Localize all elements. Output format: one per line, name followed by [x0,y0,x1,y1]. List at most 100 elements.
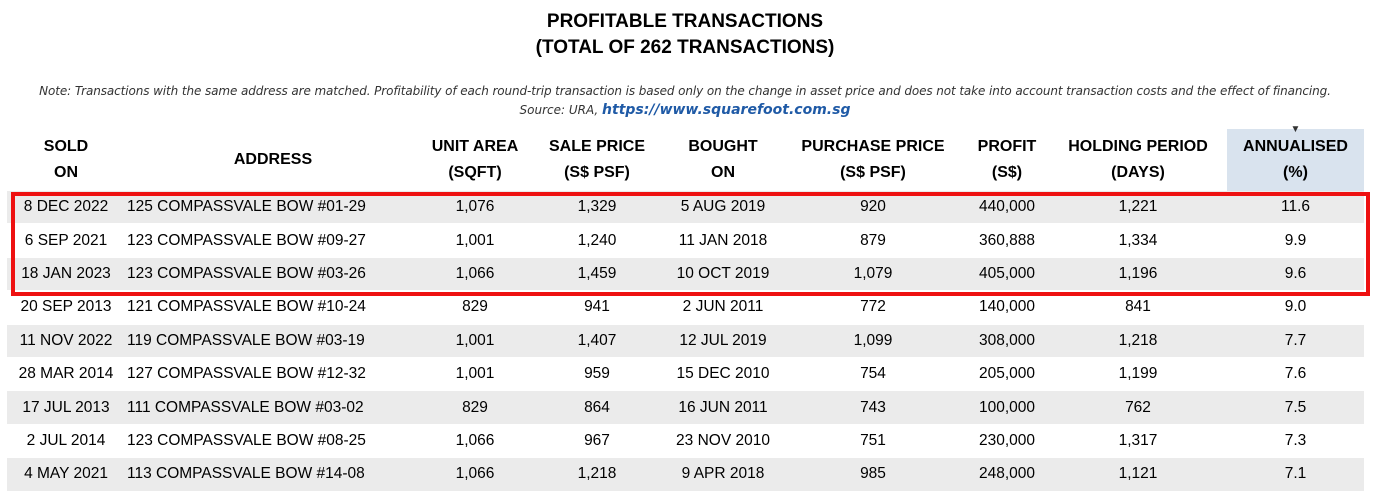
table-row[interactable]: 6 SEP 2021 123 COMPASSVALE BOW #09-27 1,00… [7,223,1364,258]
cell-unit-area: 1,001 [421,324,529,358]
col-header-annualised[interactable]: ▼ ANNUALISED (%) [1227,125,1364,191]
cell-unit-area: 829 [421,290,529,325]
cell-sold-on: 11 NOV 2022 [7,324,125,358]
source-link[interactable]: https://www.squarefoot.com.sg [602,102,851,118]
cell-purchase-price: 772 [781,290,965,325]
cell-sale-price: 1,407 [529,324,665,358]
cell-sale-price: 1,329 [529,191,665,225]
col-header-sale-price[interactable]: SALE PRICE (S$ PSF) [548,138,645,181]
sort-descending-icon: ▼ [1290,124,1301,135]
cell-purchase-price: 754 [781,357,965,392]
cell-sold-on: 6 SEP 2021 [7,223,125,258]
col-header-bought-on[interactable]: BOUGHT ON [688,138,758,181]
cell-annualised: 7.1 [1227,457,1364,492]
cell-holding-period: 1,317 [1049,424,1227,459]
col-header-holding-period[interactable]: HOLDING PERIOD (DAYS) [1068,138,1208,181]
cell-purchase-price: 920 [781,191,965,225]
cell-purchase-price: 743 [781,390,965,425]
table-row[interactable]: 28 MAR 2014 127 COMPASSVALE BOW #12-32 1,0… [7,357,1364,392]
cell-annualised: 9.9 [1227,223,1364,258]
cell-sale-price: 959 [529,357,665,392]
table-row[interactable]: 20 SEP 2013 121 COMPASSVALE BOW #10-24 829… [7,290,1364,325]
cell-sale-price: 1,459 [529,257,665,292]
cell-purchase-price: 1,079 [781,257,965,292]
cell-sale-price: 1,218 [529,457,665,492]
cell-sold-on: 2 JUL 2014 [7,424,125,459]
cell-profit: 440,000 [965,191,1049,225]
cell-unit-area: 1,076 [421,191,529,225]
cell-unit-area: 1,001 [421,357,529,392]
cell-address: 123 COMPASSVALE BOW #09-27 [125,223,421,258]
col-header-purchase-price[interactable]: PURCHASE PRICE (S$ PSF) [801,138,945,181]
cell-bought-on: 10 OCT 2019 [665,257,781,292]
col-header-unit-area[interactable]: UNIT AREA (SQFT) [431,138,519,181]
cell-address: 123 COMPASSVALE BOW #03-26 [125,257,421,292]
cell-address: 111 COMPASSVALE BOW #03-02 [125,390,421,425]
cell-bought-on: 5 AUG 2019 [665,191,781,225]
cell-annualised: 11.6 [1227,191,1364,225]
report-subtitle: (TOTAL OF 262 TRANSACTIONS) [535,37,835,58]
cell-holding-period: 1,199 [1049,357,1227,392]
cell-holding-period: 1,334 [1049,223,1227,258]
cell-bought-on: 15 DEC 2010 [665,357,781,392]
table-row[interactable]: 8 DEC 2022 125 COMPASSVALE BOW #01-29 1,07… [7,191,1364,225]
cell-address: 119 COMPASSVALE BOW #03-19 [125,324,421,358]
cell-annualised: 7.6 [1227,357,1364,392]
cell-holding-period: 1,218 [1049,324,1227,358]
cell-profit: 140,000 [965,290,1049,325]
cell-unit-area: 1,066 [421,457,529,492]
transactions-table: SOLD ON ADDRESS UNIT AREA (SQFT) SALE PRIC… [7,125,1364,492]
cell-profit: 205,000 [965,357,1049,392]
cell-annualised: 7.3 [1227,424,1364,459]
cell-sold-on: 18 JAN 2023 [7,257,125,292]
cell-holding-period: 762 [1049,390,1227,425]
cell-purchase-price: 1,099 [781,324,965,358]
cell-holding-period: 1,121 [1049,457,1227,492]
cell-unit-area: 1,066 [421,424,529,459]
cell-purchase-price: 751 [781,424,965,459]
report-title: PROFITABLE TRANSACTIONS [546,11,824,32]
cell-sold-on: 8 DEC 2022 [7,191,125,225]
cell-profit: 308,000 [965,324,1049,358]
source-line: Source: URA, https://www.squarefoot.com.… [0,102,1370,118]
cell-unit-area: 1,066 [421,257,529,292]
cell-profit: 100,000 [965,390,1049,425]
cell-bought-on: 2 JUN 2011 [665,290,781,325]
cell-profit: 230,000 [965,424,1049,459]
table-row[interactable]: 4 MAY 2021 113 COMPASSVALE BOW #14-08 1,06… [7,457,1364,492]
col-header-sold-on[interactable]: SOLD ON [43,138,89,181]
table-row[interactable]: 11 NOV 2022 119 COMPASSVALE BOW #03-19 1,0… [7,324,1364,358]
cell-holding-period: 841 [1049,290,1227,325]
cell-bought-on: 9 APR 2018 [665,457,781,492]
cell-annualised: 9.0 [1227,290,1364,325]
table-row[interactable]: 2 JUL 2014 123 COMPASSVALE BOW #08-25 1,06… [7,424,1364,459]
cell-annualised: 7.5 [1227,390,1364,425]
cell-unit-area: 829 [421,390,529,425]
cell-sale-price: 967 [529,424,665,459]
cell-address: 121 COMPASSVALE BOW #10-24 [125,290,421,325]
cell-bought-on: 16 JUN 2011 [665,390,781,425]
cell-address: 125 COMPASSVALE BOW #01-29 [125,191,421,225]
cell-unit-area: 1,001 [421,223,529,258]
source-label: Source: URA, [519,103,599,117]
cell-address: 123 COMPASSVALE BOW #08-25 [125,424,421,459]
table-row[interactable]: 17 JUL 2013 111 COMPASSVALE BOW #03-02 829… [7,390,1364,425]
cell-bought-on: 12 JUL 2019 [665,324,781,358]
cell-holding-period: 1,196 [1049,257,1227,292]
table-row[interactable]: 18 JAN 2023 123 COMPASSVALE BOW #03-26 1,0… [7,257,1364,292]
cell-sale-price: 941 [529,290,665,325]
cell-annualised: 9.6 [1227,257,1364,292]
col-header-profit[interactable]: PROFIT (S$) [977,138,1037,181]
cell-purchase-price: 879 [781,223,965,258]
cell-address: 113 COMPASSVALE BOW #14-08 [125,457,421,492]
cell-sold-on: 28 MAR 2014 [7,357,125,392]
cell-holding-period: 1,221 [1049,191,1227,225]
cell-sold-on: 20 SEP 2013 [7,290,125,325]
cell-sale-price: 1,240 [529,223,665,258]
cell-profit: 360,888 [965,223,1049,258]
cell-profit: 248,000 [965,457,1049,492]
cell-sale-price: 864 [529,390,665,425]
col-header-address[interactable]: ADDRESS [233,151,313,168]
header-row: SOLD ON ADDRESS UNIT AREA (SQFT) SALE PRIC… [7,125,1364,191]
cell-annualised: 7.7 [1227,324,1364,358]
